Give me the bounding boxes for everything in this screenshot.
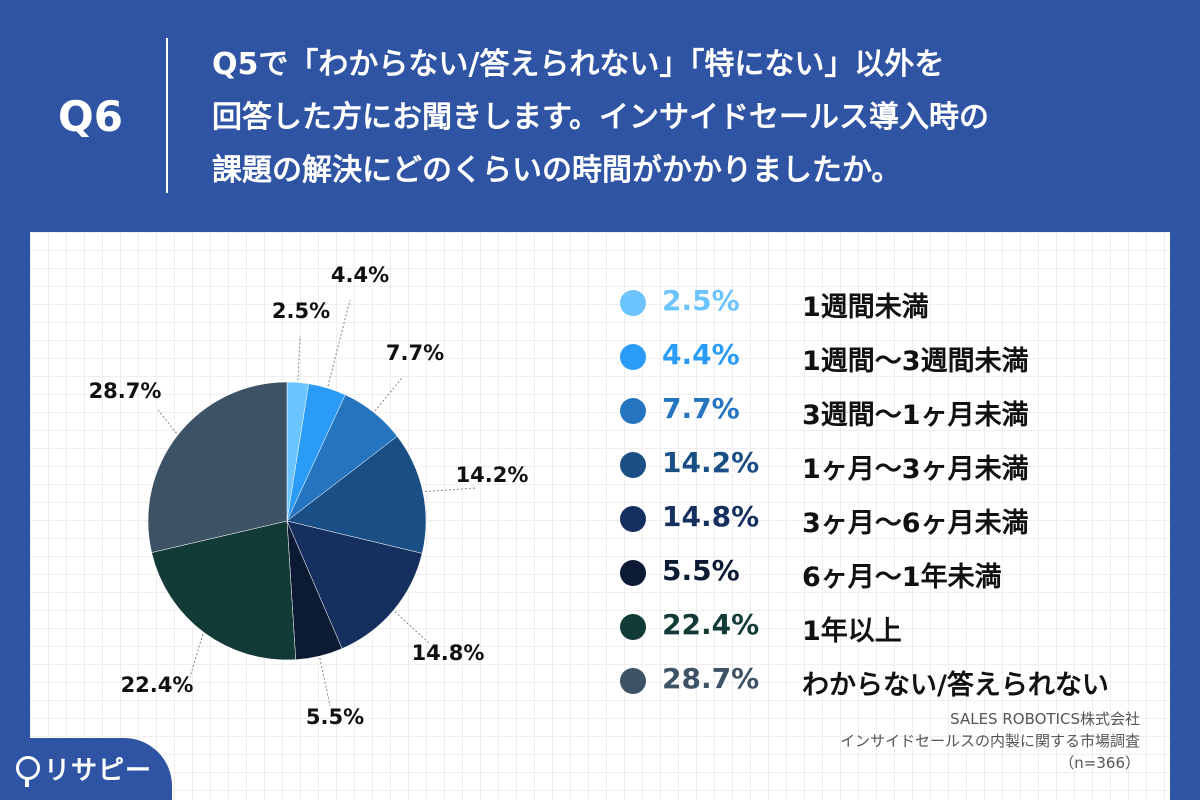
header: Q6 Q5で「わからない/答えられない」「特にない」以外を 回答した方にお聞きし…: [0, 0, 1200, 232]
legend-percent-0: 2.5%: [662, 284, 740, 317]
legend-percent-6: 22.4%: [662, 608, 760, 641]
legend-swatch-3: [620, 452, 646, 478]
legend-percent-7: 28.7%: [662, 662, 760, 695]
source-company: SALES ROBOTICS株式会社: [950, 710, 1140, 728]
data-label-1: 4.4%: [331, 263, 389, 287]
header-divider: [166, 38, 168, 193]
question-number: Q6: [58, 92, 123, 141]
legend-label-0: 1週間未満: [802, 292, 929, 323]
legend-percent-2: 7.7%: [662, 392, 740, 425]
legend-swatch-4: [620, 506, 646, 532]
data-label-6: 22.4%: [121, 673, 194, 697]
data-label-2: 7.7%: [386, 341, 444, 365]
leader-line-5: [319, 658, 331, 707]
legend-label-3: 1ヶ月〜3ヶ月未満: [802, 454, 1029, 485]
legend-item-6: 22.4% 1年以上: [620, 606, 1140, 647]
question-text: Q5で「わからない/答えられない」「特にない」以外を 回答した方にお聞きします。…: [212, 38, 1172, 197]
legend-label-2: 3週間〜1ヶ月未満: [802, 400, 1029, 431]
chart-panel: 2.5% 4.4% 7.7% 14.2% 14.8% 5.5% 22.4% 28.7% 2.5…: [30, 232, 1170, 800]
legend-item-7: 28.7% わからない/答えられない: [620, 660, 1140, 701]
legend-label-4: 3ヶ月〜6ヶ月未満: [802, 508, 1029, 539]
data-label-0: 2.5%: [272, 299, 330, 323]
logo-text: リサピー: [44, 756, 153, 786]
leader-line-2: [374, 377, 403, 412]
leader-line-0: [297, 335, 301, 381]
leader-line-1: [327, 299, 351, 387]
legend-item-5: 5.5% 6ヶ月〜1年未満: [620, 552, 1140, 593]
pie-slice-4: [286, 520, 423, 649]
leader-line-4: [394, 611, 431, 645]
pie-slice-7: [147, 381, 288, 553]
source-sample: （n=366）: [1059, 754, 1140, 772]
question-line-1: Q5で「わからない/答えられない」「特にない」以外を: [212, 47, 945, 82]
legend-percent-1: 4.4%: [662, 338, 740, 371]
legend-percent-3: 14.2%: [662, 446, 760, 479]
data-label-7: 28.7%: [89, 379, 162, 403]
legend-label-6: 1年以上: [802, 616, 902, 647]
pie-chart: 2.5%4.4% 7.7% 14.2% 14.8% 5.5% 22.4% 28.7%: [89, 263, 529, 729]
source-note: SALES ROBOTICS株式会社 インサイドセールスの内製に関する市場調査 …: [840, 708, 1140, 774]
pie-slice-3: [286, 435, 427, 554]
legend-percent-4: 14.8%: [662, 500, 760, 533]
legend-swatch-0: [620, 290, 646, 316]
legend-swatch-1: [620, 344, 646, 370]
brand-logo: リサピー: [0, 738, 172, 800]
legend-label-5: 6ヶ月〜1年未満: [802, 562, 1002, 593]
source-survey: インサイドセールスの内製に関する市場調査: [839, 732, 1140, 750]
legend-swatch-2: [620, 398, 646, 424]
data-label-5: 5.5%: [306, 705, 364, 729]
question-line-3: 課題の解決にどのくらいの時間がかかりましたか。: [212, 153, 902, 188]
leader-line-6: [189, 633, 204, 678]
pie-slice-6: [151, 520, 296, 661]
leader-line-7: [157, 409, 177, 434]
legend-item-1: 4.4% 1週間〜3週間未満: [620, 336, 1140, 377]
legend-swatch-6: [620, 614, 646, 640]
leader-line-3: [424, 487, 477, 493]
question-line-2: 回答した方にお聞きします。インサイドセールス導入時の: [212, 100, 989, 135]
data-label-4: 14.8%: [412, 641, 485, 665]
legend-item-2: 7.7% 3週間〜1ヶ月未満: [620, 390, 1140, 431]
pin-icon: [16, 756, 40, 787]
legend-label-7: わからない/答えられない: [802, 670, 1109, 701]
legend-swatch-5: [620, 560, 646, 586]
legend-swatch-7: [620, 668, 646, 694]
legend-item-0: 2.5% 1週間未満: [620, 282, 1140, 323]
legend-percent-5: 5.5%: [662, 554, 740, 587]
data-label-3: 14.2%: [456, 463, 529, 487]
legend-item-4: 14.8% 3ヶ月〜6ヶ月未満: [620, 498, 1140, 539]
legend-item-3: 14.2% 1ヶ月〜3ヶ月未満: [620, 444, 1140, 485]
legend-label-1: 1週間〜3週間未満: [802, 346, 1029, 377]
